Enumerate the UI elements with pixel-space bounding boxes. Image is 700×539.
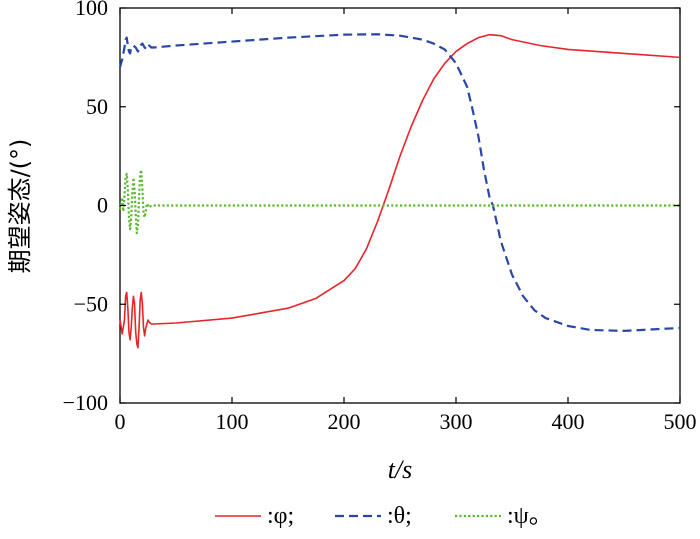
y-tick-label: −50: [74, 291, 108, 316]
x-axis-label: t/s: [388, 455, 413, 484]
legend-label-1: :φ;: [267, 503, 294, 529]
legend: :φ; :θ; :ψ。: [215, 503, 553, 529]
x-tick-label: 400: [552, 409, 585, 434]
y-tick-label: −100: [63, 390, 108, 415]
y-tick-label: 0: [97, 193, 108, 218]
tick-label-layer: 0 100 200 300 400 500 −100 −50 0 50 100: [63, 0, 697, 434]
y-axis-label: 期望姿态/(°): [6, 139, 34, 274]
series-layer: [118, 33, 681, 349]
tick-layer: [119, 7, 681, 404]
y-tick-label: 50: [86, 94, 108, 119]
x-tick-label: 100: [216, 409, 249, 434]
legend-label-3: :ψ。: [507, 503, 553, 529]
y-tick-label: 100: [75, 0, 108, 20]
x-tick-label: 500: [664, 409, 697, 434]
series-line-3: [118, 168, 680, 235]
x-tick-label: 0: [115, 409, 126, 434]
legend-label-2: :θ;: [387, 503, 412, 529]
x-tick-label: 300: [440, 409, 473, 434]
series-line-1: [119, 33, 681, 349]
series-line-2: [118, 33, 681, 333]
x-tick-label: 200: [328, 409, 361, 434]
